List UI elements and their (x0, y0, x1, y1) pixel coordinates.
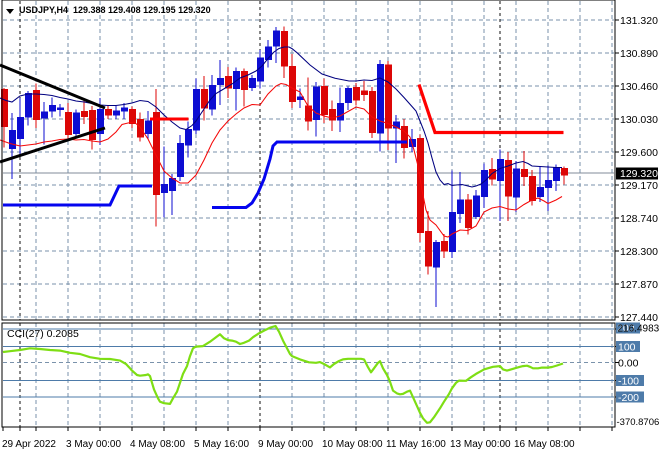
svg-text:3 May 00:00: 3 May 00:00 (66, 439, 121, 450)
svg-text:128.740: 128.740 (620, 213, 658, 225)
svg-text:127.440: 127.440 (620, 312, 658, 324)
svg-text:CCI(27) 0.2085: CCI(27) 0.2085 (7, 328, 79, 340)
svg-text:13 May 00:00: 13 May 00:00 (450, 439, 511, 450)
svg-text:4 May 08:00: 4 May 08:00 (130, 439, 185, 450)
svg-text:11 May 16:00: 11 May 16:00 (386, 439, 446, 450)
svg-text:USDJPY,H4 129.388 129.408 129: USDJPY,H4 129.388 129.408 129.195 129.32… (19, 5, 211, 15)
svg-text:10 May 08:00: 10 May 08:00 (322, 439, 383, 450)
svg-text:131.320: 131.320 (620, 15, 658, 27)
svg-text:216.4983: 216.4983 (618, 324, 660, 335)
svg-text:200: 200 (617, 323, 635, 335)
svg-text:127.870: 127.870 (620, 279, 658, 291)
svg-text:129.320: 129.320 (620, 168, 658, 180)
svg-text:129.600: 129.600 (620, 147, 658, 159)
svg-text:16 May 08:00: 16 May 08:00 (514, 439, 575, 450)
svg-text:100: 100 (618, 342, 636, 354)
svg-text:130.460: 130.460 (620, 81, 658, 93)
svg-text:-100: -100 (618, 376, 639, 388)
svg-text:130.030: 130.030 (620, 114, 658, 126)
svg-text:9 May 00:00: 9 May 00:00 (258, 439, 313, 450)
svg-text:0.00: 0.00 (618, 358, 639, 370)
svg-text:130.890: 130.890 (620, 48, 658, 60)
svg-text:29 Apr 2022: 29 Apr 2022 (2, 439, 56, 450)
svg-text:-200: -200 (618, 392, 639, 404)
svg-text:128.300: 128.300 (620, 246, 658, 258)
svg-text:-370.8706: -370.8706 (617, 417, 660, 428)
svg-text:5 May 16:00: 5 May 16:00 (194, 439, 249, 450)
svg-text:129.170: 129.170 (620, 180, 658, 192)
